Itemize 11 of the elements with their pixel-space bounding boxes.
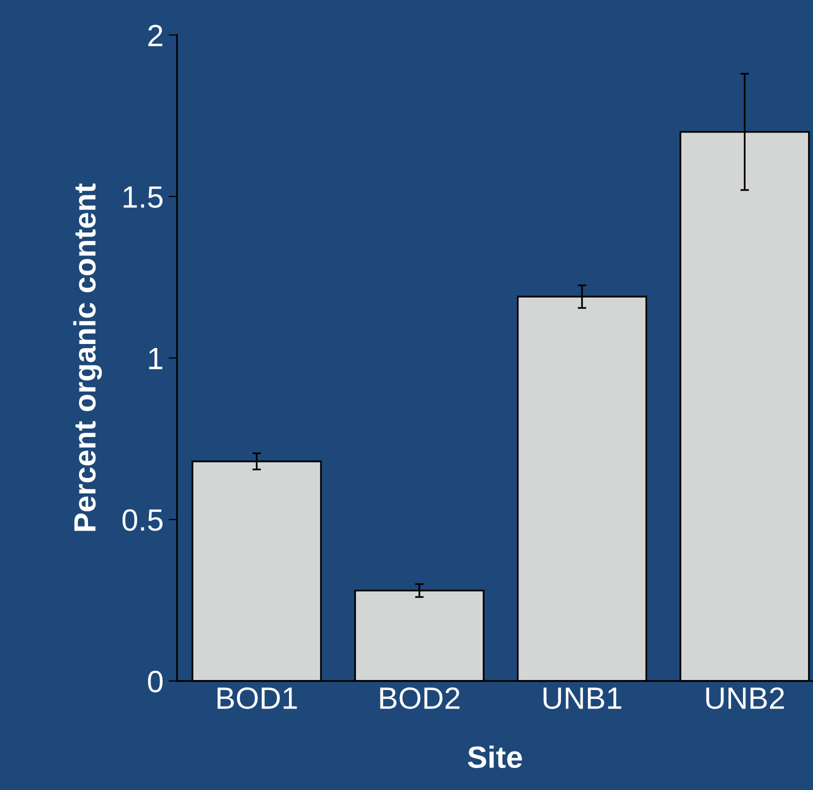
y-tick-label: 0.5 (122, 509, 163, 531)
x-axis-title: Site (468, 746, 522, 768)
x-tick-label: BOD2 (380, 687, 460, 709)
y-tick-label: 1.5 (124, 186, 163, 208)
y-tick-label: 2 (148, 24, 162, 46)
y-axis-title: Percent organic content (73, 183, 102, 531)
x-tick-label: UNB2 (706, 687, 784, 709)
x-tick-label: UNB1 (544, 688, 622, 709)
y-tick-label: 0 (148, 670, 163, 692)
y-tick-label: 1 (149, 348, 162, 370)
x-tick-label: BOD1 (218, 687, 297, 709)
